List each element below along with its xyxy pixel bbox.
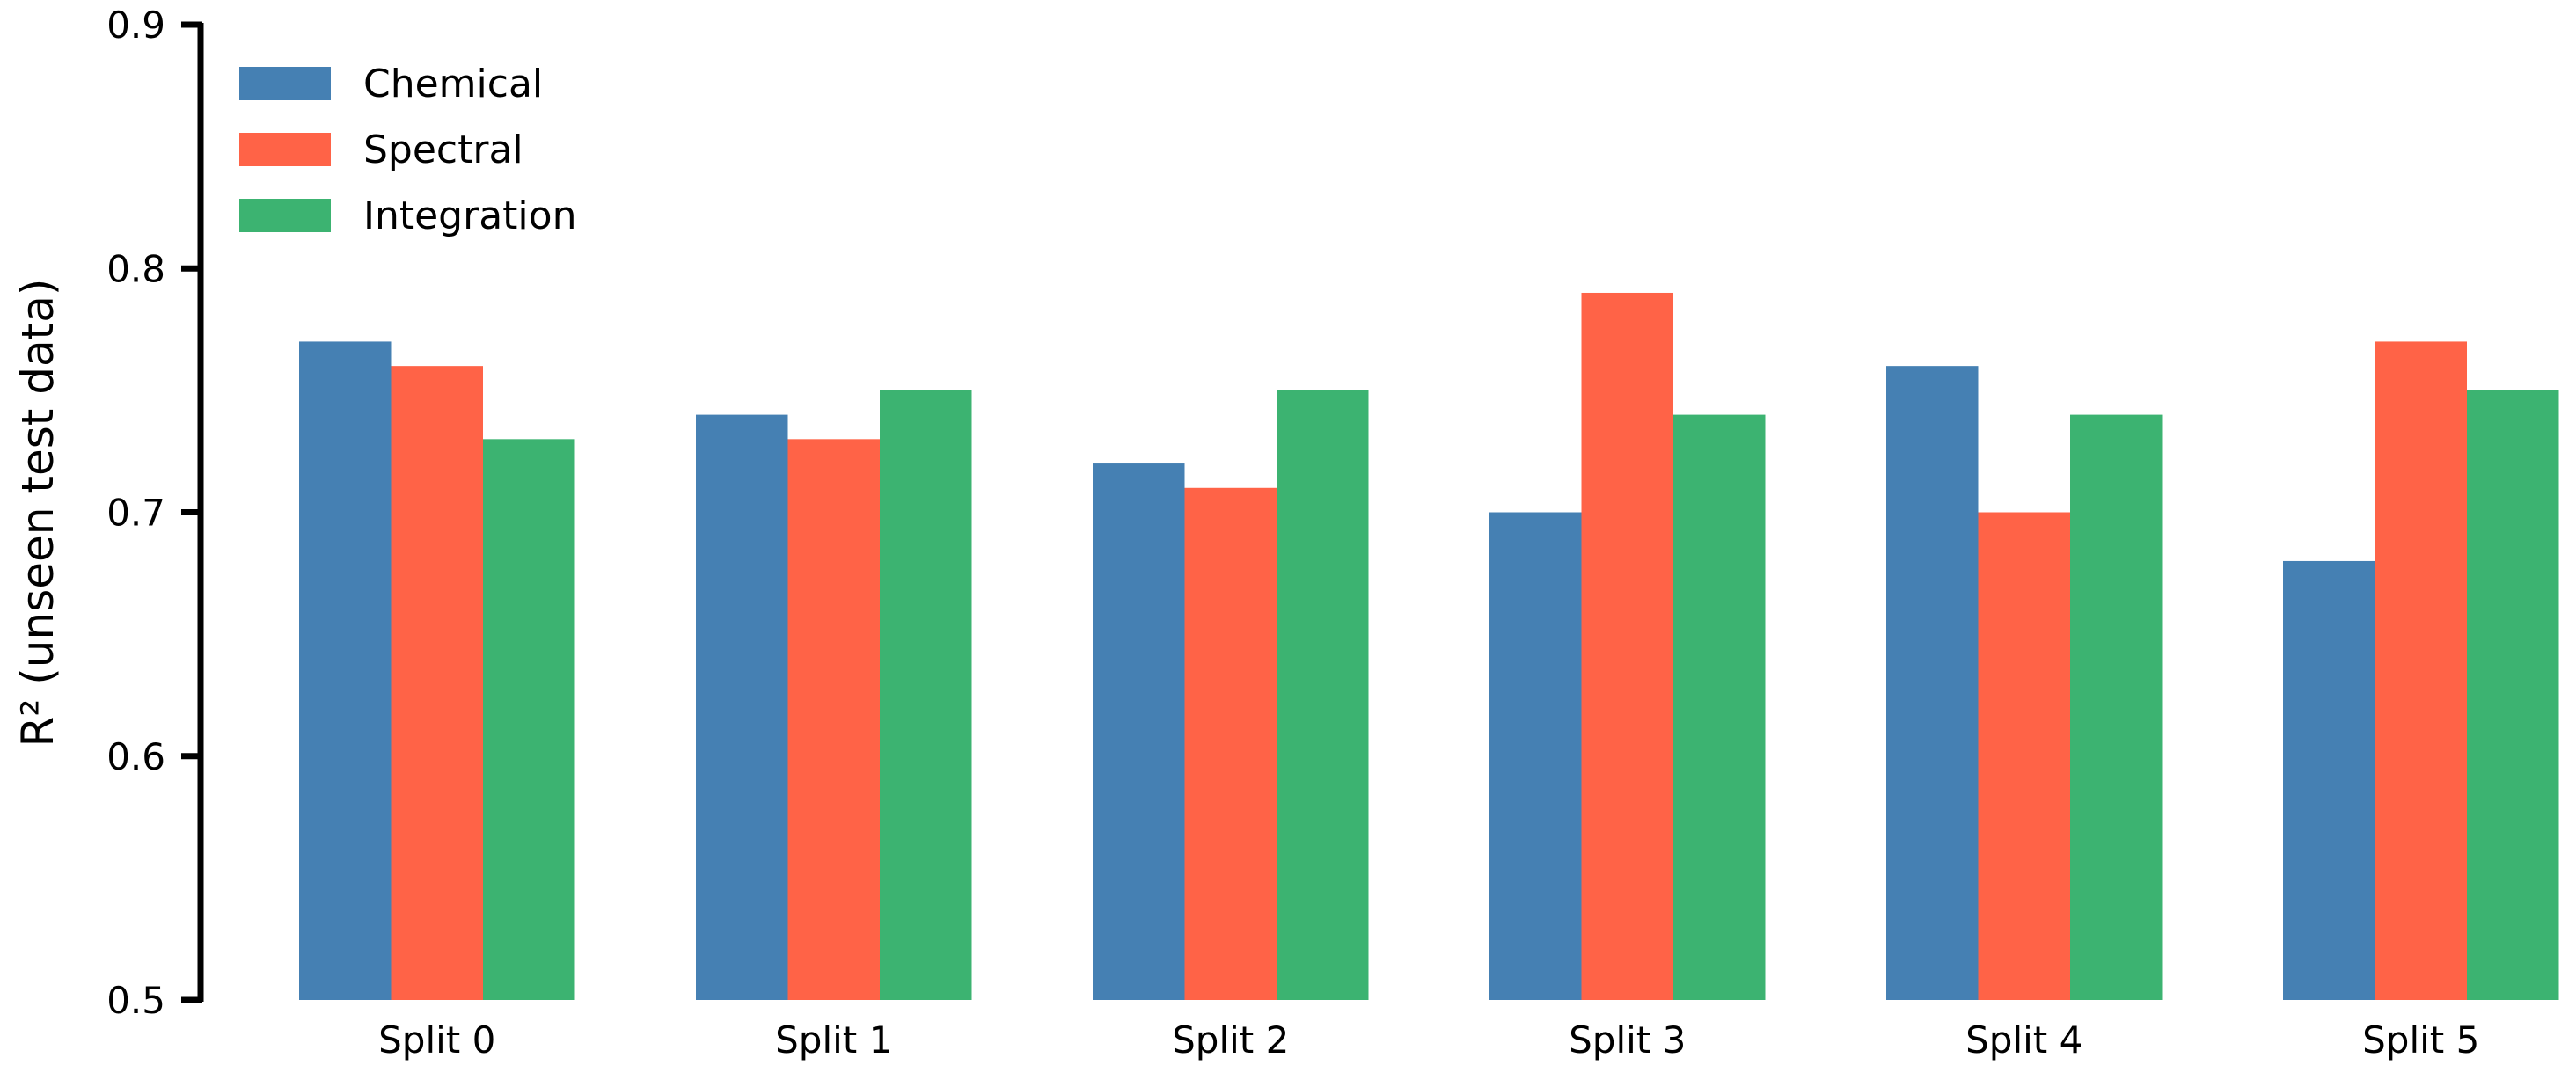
bar-chemical-split-0: [299, 341, 392, 1000]
y-tick-label: 0.8: [106, 247, 165, 290]
bar-chemical-split-5: [2283, 560, 2375, 1000]
y-axis: 0.5 0.6 0.7 0.8 0.9: [106, 4, 204, 1022]
x-tick-label: Split 5: [2362, 1018, 2479, 1062]
bar-spectral-split-2: [1184, 487, 1277, 1000]
bar-integration-split-3: [1673, 414, 1766, 1001]
legend-label-chemical: Chemical: [363, 62, 543, 106]
x-tick-label: Split 3: [1569, 1018, 1686, 1062]
bar-spectral-split-3: [1581, 292, 1673, 1001]
bar-integration-split-0: [483, 439, 575, 1000]
bar-integration-split-4: [2070, 414, 2163, 1001]
legend-swatch-spectral: [239, 133, 331, 166]
bar-integration-split-5: [2467, 390, 2559, 1000]
legend-swatch-chemical: [239, 67, 331, 100]
bar-integration-split-1: [880, 390, 972, 1000]
x-tick-label: Split 2: [1172, 1018, 1289, 1062]
x-tick-label: Split 4: [1965, 1018, 2082, 1062]
legend: Chemical Spectral Integration: [239, 62, 576, 238]
bar-chemical-split-3: [1489, 512, 1582, 1000]
bar-spectral-split-0: [391, 366, 483, 1000]
bar-chemical-split-4: [1886, 366, 1979, 1000]
bar-integration-split-2: [1277, 390, 1369, 1000]
y-axis-label: R² (unseen test data): [12, 279, 63, 748]
y-tick-label: 0.9: [106, 4, 165, 47]
bar-spectral-split-5: [2375, 341, 2467, 1000]
legend-label-integration: Integration: [363, 193, 576, 238]
bar-chemical-split-1: [696, 414, 788, 1001]
y-tick-label: 0.7: [106, 492, 165, 535]
y-tick-label: 0.6: [106, 735, 165, 778]
y-tick-label: 0.5: [106, 979, 165, 1022]
legend-swatch-integration: [239, 199, 331, 232]
bar-spectral-split-1: [787, 439, 880, 1000]
bar-chemical-split-2: [1093, 463, 1185, 1000]
bar-spectral-split-4: [1978, 512, 2070, 1000]
x-tick-label: Split 0: [378, 1018, 495, 1062]
bars-group: [299, 292, 2559, 1001]
x-tick-label: Split 1: [775, 1018, 892, 1062]
legend-label-spectral: Spectral: [363, 128, 523, 172]
x-axis: Split 0 Split 1 Split 2 Split 3 Split 4 Split…: [378, 1018, 2479, 1062]
